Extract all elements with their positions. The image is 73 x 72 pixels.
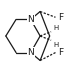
- Text: F: F: [58, 13, 63, 22]
- Text: H: H: [53, 25, 59, 31]
- Text: N: N: [27, 48, 34, 57]
- Text: H: H: [53, 42, 59, 48]
- Text: N: N: [27, 15, 34, 24]
- Text: F: F: [58, 48, 63, 57]
